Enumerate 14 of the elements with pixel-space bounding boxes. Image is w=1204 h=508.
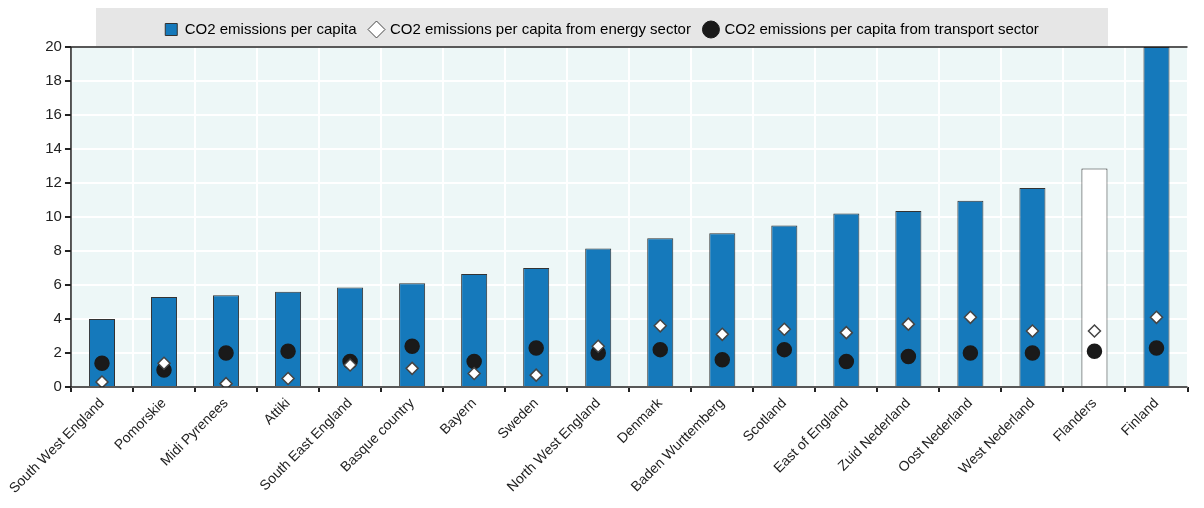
legend-label: CO2 emissions per capita from energy sector bbox=[390, 19, 691, 37]
y-tick-label: 8 bbox=[53, 241, 62, 259]
y-tick-label: 0 bbox=[53, 377, 62, 395]
y-tick-label: 14 bbox=[45, 139, 62, 157]
y-tick-label: 10 bbox=[45, 207, 62, 225]
legend-label: CO2 emissions per capita from transport sector bbox=[724, 19, 1039, 37]
legend-label: CO2 emissions per capita bbox=[184, 19, 358, 37]
y-tick-label: 16 bbox=[45, 105, 62, 123]
y-tick-label: 4 bbox=[53, 309, 62, 327]
y-tick-label: 20 bbox=[45, 37, 62, 55]
y-tick-label: 2 bbox=[53, 343, 62, 361]
y-tick-label: 6 bbox=[53, 275, 62, 293]
y-tick-label: 12 bbox=[45, 173, 62, 191]
y-tick-label: 18 bbox=[45, 71, 62, 89]
